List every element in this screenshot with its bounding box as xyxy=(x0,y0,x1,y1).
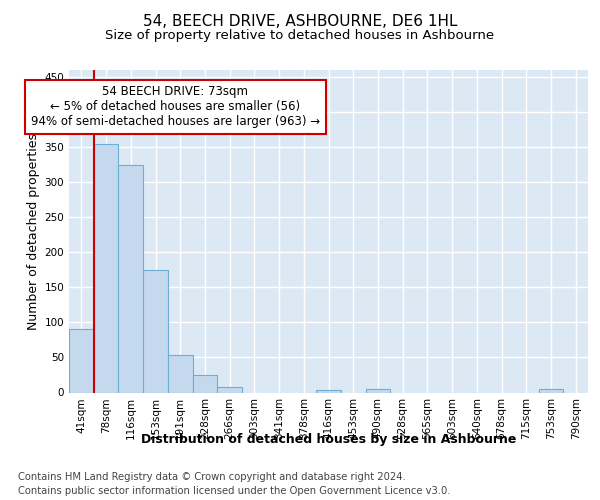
Y-axis label: Number of detached properties: Number of detached properties xyxy=(27,132,40,330)
Bar xyxy=(193,375,217,392)
Text: Size of property relative to detached houses in Ashbourne: Size of property relative to detached ho… xyxy=(106,29,494,42)
Bar xyxy=(365,389,390,392)
Bar xyxy=(69,330,94,392)
Text: Contains public sector information licensed under the Open Government Licence v3: Contains public sector information licen… xyxy=(18,486,451,496)
Text: Contains HM Land Registry data © Crown copyright and database right 2024.: Contains HM Land Registry data © Crown c… xyxy=(18,472,406,482)
Bar xyxy=(168,356,193,393)
Text: 54 BEECH DRIVE: 73sqm
← 5% of detached houses are smaller (56)
94% of semi-detac: 54 BEECH DRIVE: 73sqm ← 5% of detached h… xyxy=(31,86,320,128)
Bar xyxy=(143,270,168,392)
Bar xyxy=(539,389,563,392)
Bar xyxy=(217,387,242,392)
Text: 54, BEECH DRIVE, ASHBOURNE, DE6 1HL: 54, BEECH DRIVE, ASHBOURNE, DE6 1HL xyxy=(143,14,457,29)
Bar xyxy=(94,144,118,392)
Bar xyxy=(118,164,143,392)
Text: Distribution of detached houses by size in Ashbourne: Distribution of detached houses by size … xyxy=(141,432,517,446)
Bar xyxy=(316,390,341,392)
